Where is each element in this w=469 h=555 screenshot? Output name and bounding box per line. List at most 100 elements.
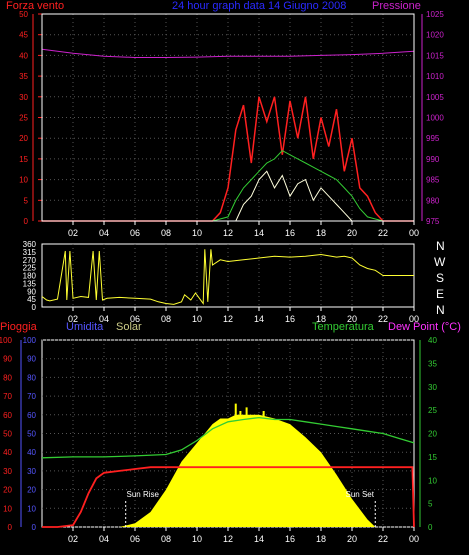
weather-xtick-label: 18 xyxy=(316,534,326,544)
direction-xtick-label: 20 xyxy=(347,314,357,324)
wind-xtick-label: 22 xyxy=(378,228,388,238)
wind-xtick-label: 00 xyxy=(409,228,419,238)
direction-ytick-label: 45 xyxy=(27,295,36,304)
wind-xtick-label: 10 xyxy=(192,228,202,238)
wind-legend-label: Forza vento xyxy=(6,0,65,12)
wind-xtick-label: 14 xyxy=(254,228,264,238)
pressure-ytick-label: 990 xyxy=(426,155,440,164)
pressure-ytick-label: 1000 xyxy=(426,114,444,123)
temperature-ytick-label: 35 xyxy=(428,359,437,368)
direction-ytick-label: 225 xyxy=(23,264,37,273)
temperature-ytick-label: 15 xyxy=(428,453,437,462)
wind-series-green xyxy=(212,149,384,222)
humidity-ytick-label: 90 xyxy=(27,355,36,364)
wind-speed-series xyxy=(42,96,414,222)
direction-xtick-label: 18 xyxy=(316,314,326,324)
wind-xtick-label: 18 xyxy=(316,228,326,238)
wind-ytick-label: 20 xyxy=(19,134,28,143)
temperature-ytick-label: 40 xyxy=(428,336,437,345)
wind-xtick-label: 20 xyxy=(347,228,357,238)
weather-xtick-label: 10 xyxy=(192,534,202,544)
direction-xtick-label: 12 xyxy=(223,314,233,324)
temperature-ytick-label: 25 xyxy=(428,406,437,415)
pressure-ytick-label: 1025 xyxy=(426,10,444,19)
humidity-ytick-label: 10 xyxy=(27,504,36,513)
humidity-ytick-label: 40 xyxy=(27,448,36,457)
direction-label-s: S xyxy=(436,271,445,285)
wind-xtick-label: 02 xyxy=(68,228,78,238)
direction-label-n-top: N xyxy=(436,239,445,253)
weather-xtick-label: 08 xyxy=(161,534,171,544)
direction-ytick-label: 180 xyxy=(23,272,37,281)
wind-ytick-label: 45 xyxy=(19,31,28,40)
humidity-ytick-label: 50 xyxy=(27,430,36,439)
pressure-legend-label: Pressione xyxy=(372,0,421,12)
wind-series-pale xyxy=(235,170,353,222)
weather-xtick-label: 04 xyxy=(99,534,109,544)
humidity-ytick-label: 100 xyxy=(23,336,37,345)
wind-xtick-label: 06 xyxy=(130,228,140,238)
direction-xtick-label: 02 xyxy=(68,314,78,324)
direction-ytick-label: 360 xyxy=(23,240,37,249)
pressure-ytick-label: 980 xyxy=(426,196,440,205)
direction-ytick-label: 135 xyxy=(23,279,37,288)
rain-ytick-label: 30 xyxy=(3,467,12,476)
direction-label-n-bottom: N xyxy=(436,303,445,317)
direction-xtick-label: 10 xyxy=(192,314,202,324)
weather-xtick-label: 12 xyxy=(223,534,233,544)
wind-ytick-label: 5 xyxy=(24,196,29,205)
rain-ytick-label: 100 xyxy=(0,336,13,345)
pressure-ytick-label: 1015 xyxy=(426,51,444,60)
weather-xtick-label: 06 xyxy=(130,534,140,544)
dewpoint-legend-label: Dew Point (°C) xyxy=(388,321,461,333)
rain-ytick-label: 0 xyxy=(8,523,13,532)
pressure-ytick-label: 985 xyxy=(426,176,440,185)
direction-xtick-label: 00 xyxy=(409,314,419,324)
weather-xtick-label: 22 xyxy=(378,534,388,544)
humidity-ytick-label: 80 xyxy=(27,373,36,382)
temperature-ytick-label: 5 xyxy=(428,500,433,509)
humidity-ytick-label: 20 xyxy=(27,486,36,495)
sun-rise-label: Sun Rise xyxy=(127,490,160,499)
rain-ytick-label: 40 xyxy=(3,448,12,457)
wind-ytick-label: 25 xyxy=(19,114,28,123)
wind-ytick-label: 10 xyxy=(19,176,28,185)
pressure-ytick-label: 995 xyxy=(426,134,440,143)
wind-ytick-label: 35 xyxy=(19,72,28,81)
direction-ytick-label: 315 xyxy=(23,248,37,257)
pressure-series xyxy=(41,48,415,58)
direction-ytick-label: 270 xyxy=(23,256,37,265)
pressure-ytick-label: 1005 xyxy=(426,93,444,102)
wind-direction-series xyxy=(41,249,414,305)
chart-title: 24 hour graph data 14 Giugno 2008 xyxy=(172,0,347,12)
wind-ytick-label: 30 xyxy=(19,93,28,102)
direction-xtick-label: 16 xyxy=(285,314,295,324)
direction-ytick-label: 0 xyxy=(32,303,37,312)
humidity-legend-label: Umidita xyxy=(66,321,104,333)
direction-label-w: W xyxy=(434,255,446,269)
direction-xtick-label: 22 xyxy=(378,314,388,324)
wind-xtick-label: 12 xyxy=(223,228,233,238)
rain-series xyxy=(42,466,415,528)
sun-set-label: Sun Set xyxy=(346,490,375,499)
pressure-ytick-label: 975 xyxy=(426,217,440,226)
temperature-legend-label: Temperatura xyxy=(312,321,374,333)
direction-xtick-label: 14 xyxy=(254,314,264,324)
solar-legend-label: Solar xyxy=(116,321,142,333)
temperature-ytick-label: 0 xyxy=(428,523,433,532)
temperature-ytick-label: 20 xyxy=(428,430,437,439)
rain-ytick-label: 60 xyxy=(3,411,12,420)
pressure-ytick-label: 1020 xyxy=(426,31,444,40)
weather-xtick-label: 02 xyxy=(68,534,78,544)
direction-label-e: E xyxy=(436,287,445,301)
wind-ytick-label: 15 xyxy=(19,155,28,164)
weather-xtick-label: 14 xyxy=(254,534,264,544)
wind-xtick-label: 04 xyxy=(99,228,109,238)
humidity-ytick-label: 30 xyxy=(27,467,36,476)
wind-xtick-label: 08 xyxy=(161,228,171,238)
direction-ytick-label: 90 xyxy=(27,287,36,296)
wind-ytick-label: 40 xyxy=(19,51,28,60)
rain-ytick-label: 90 xyxy=(3,355,12,364)
weather-xtick-label: 20 xyxy=(347,534,357,544)
